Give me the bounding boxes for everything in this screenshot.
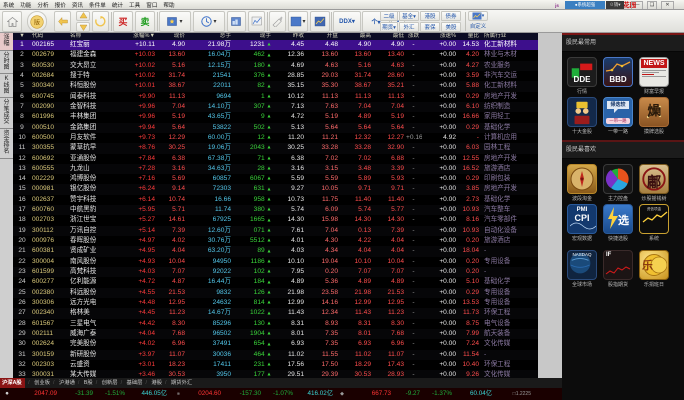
- svg-text:版: 版: [34, 18, 40, 26]
- svg-text:卖: 卖: [140, 16, 149, 27]
- svg-text:买: 买: [118, 17, 127, 27]
